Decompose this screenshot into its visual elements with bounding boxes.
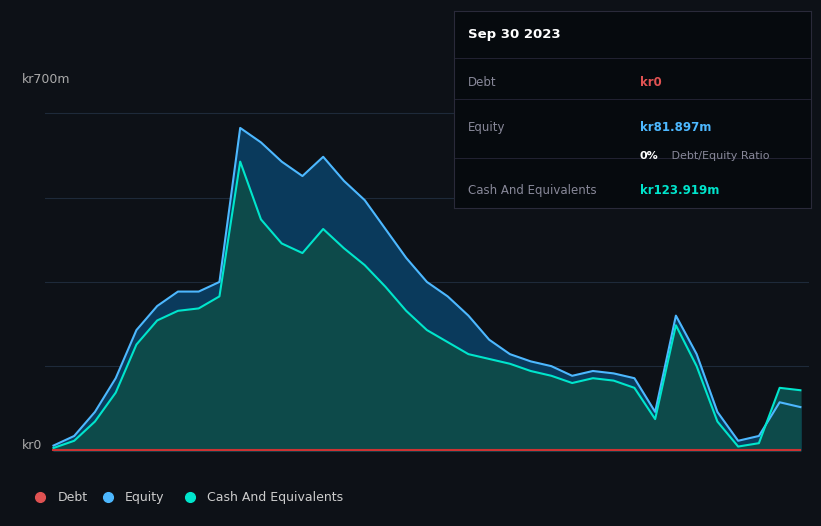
Text: kr81.897m: kr81.897m bbox=[640, 121, 711, 134]
Text: Equity: Equity bbox=[468, 121, 506, 134]
Text: 2016: 2016 bbox=[141, 472, 173, 485]
Text: Debt: Debt bbox=[468, 76, 497, 88]
Text: Debt: Debt bbox=[57, 491, 88, 503]
Text: 2023: 2023 bbox=[722, 472, 754, 485]
Text: Cash And Equivalents: Cash And Equivalents bbox=[468, 184, 597, 197]
Text: 2021: 2021 bbox=[557, 472, 588, 485]
Text: 2020: 2020 bbox=[473, 472, 505, 485]
Text: Equity: Equity bbox=[125, 491, 165, 503]
Text: kr0: kr0 bbox=[22, 439, 43, 452]
Text: 2019: 2019 bbox=[390, 472, 422, 485]
Text: 2015: 2015 bbox=[58, 472, 90, 485]
Text: Sep 30 2023: Sep 30 2023 bbox=[468, 28, 561, 41]
Text: 0%: 0% bbox=[640, 150, 658, 160]
Text: kr0: kr0 bbox=[640, 76, 662, 88]
Text: 2018: 2018 bbox=[307, 472, 339, 485]
Text: 2022: 2022 bbox=[640, 472, 671, 485]
Text: Debt/Equity Ratio: Debt/Equity Ratio bbox=[668, 150, 770, 160]
Text: kr700m: kr700m bbox=[22, 73, 71, 86]
Text: kr123.919m: kr123.919m bbox=[640, 184, 719, 197]
Text: 2017: 2017 bbox=[224, 472, 256, 485]
Text: Cash And Equivalents: Cash And Equivalents bbox=[207, 491, 343, 503]
